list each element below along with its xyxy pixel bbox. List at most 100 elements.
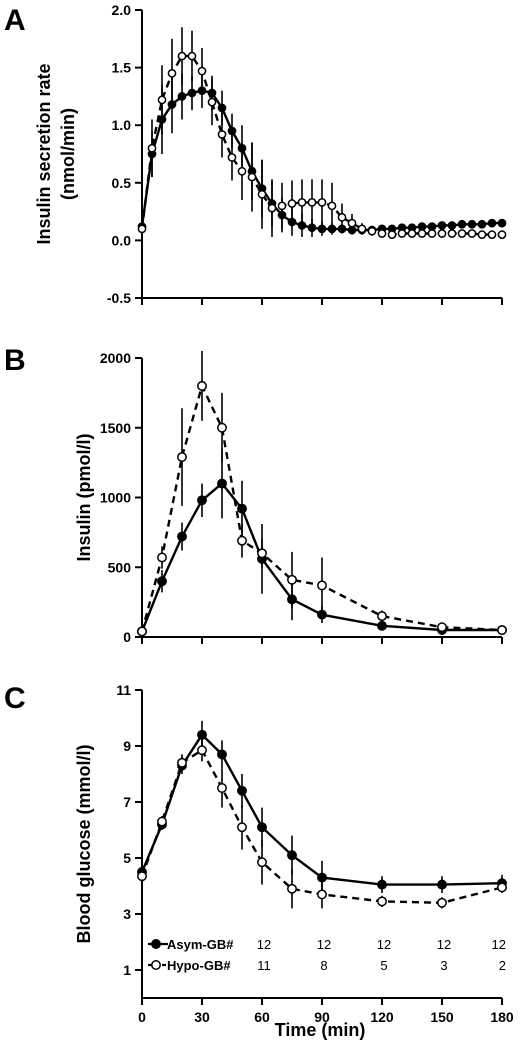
panel-a-asym-point [177, 92, 187, 101]
panel-a-hypo-point [457, 229, 467, 238]
panel-a-asym-point [477, 219, 487, 229]
legend-count: 12 [377, 937, 391, 952]
panel-b-hypo-point [317, 580, 327, 591]
panel-b-letter: B [4, 344, 26, 377]
panel-a-hypo-point [177, 51, 187, 61]
panel-c-hypo-point [237, 822, 247, 833]
x-tick-label: 60 [254, 1009, 270, 1025]
panel-a-hypo-point [197, 66, 207, 76]
panel-c-hypo-line [140, 748, 503, 905]
panel-c-series-hypo [137, 739, 507, 909]
panel-c-hypo-point [437, 897, 447, 908]
panel-c-hypo-point [137, 871, 147, 882]
panel-c-hypo-point [497, 882, 507, 893]
legend-marker [151, 939, 161, 949]
panel-a-hypo-point [247, 172, 257, 182]
panel-b-hypo-point [497, 625, 507, 635]
panel-a-hypo-point [407, 229, 417, 238]
panel-a-hypo-point [257, 189, 267, 199]
panel-a-hypo-point [307, 198, 317, 207]
panel-b-hypo-point [177, 452, 187, 462]
panel-b-y-tick-label: 0 [123, 629, 131, 645]
panel-b-hypo-point [137, 626, 147, 637]
panel-a-hypo-point [417, 229, 427, 238]
panel-a-hypo-point [147, 143, 157, 153]
panel-a-hypo-point [287, 199, 297, 208]
legend-item-asym: Asym-GB# 12 12 12 12 12 [148, 937, 506, 952]
panel-b-hypo-point [377, 611, 387, 622]
panel-a-y-tick-label: -0.5 [107, 290, 131, 306]
panel-c-asym-point [237, 785, 247, 796]
panel-a-hypo-point [337, 213, 347, 222]
panel-b-y-tick-label: 1000 [100, 490, 131, 506]
x-tick-label: 0 [138, 1009, 146, 1025]
panel-c-asym-line [140, 732, 503, 886]
panel-b-hypo-point [437, 622, 447, 633]
x-tick-label: 150 [430, 1009, 454, 1025]
legend-count: 2 [499, 958, 506, 973]
panel-a-y-tick-label: 0.0 [112, 232, 132, 248]
panel-a-asym-point [457, 219, 467, 229]
panel-a-hypo-point [497, 230, 507, 239]
panel-b-asym-point [377, 620, 387, 631]
panel-a-letter: A [4, 4, 26, 37]
legend-count: 11 [257, 958, 271, 973]
x-axis-label: Time (min) [275, 1020, 366, 1040]
panel-c-letter: C [4, 682, 26, 715]
panel-a-series-hypo [137, 27, 507, 239]
panel-a-hypo-point [167, 69, 177, 78]
panel-b-asym-point [197, 495, 207, 506]
legend-label: Asym-GB# [167, 937, 234, 952]
panel-c-asym-point [197, 729, 207, 740]
panel-a-hypo-point [437, 229, 447, 238]
panel-c-y-tick-label: 3 [123, 906, 131, 922]
panel-a-hypo-point [217, 130, 227, 139]
panel-c-hypo-point [377, 896, 387, 907]
panel-b-asym-point [157, 576, 167, 587]
panel-a-asym-point [447, 221, 457, 230]
panel-c-hypo-point [157, 816, 167, 827]
panel-a-hypo-point [427, 229, 437, 238]
panel-a-hypo-point [297, 198, 307, 207]
panel-a-hypo-point [317, 198, 327, 207]
panel-b-asym-line [140, 481, 502, 632]
panel-a-hypo-point [377, 229, 387, 238]
panel-a-asym-point [317, 224, 327, 234]
panel-a-asym-point [187, 88, 197, 98]
legend-marker [151, 960, 161, 970]
panel-b-asym-point [237, 503, 247, 514]
panel-c-hypo-point [217, 783, 227, 793]
panel-c-hypo-point [287, 883, 297, 894]
panel-a-hypo-point [477, 230, 487, 239]
panel-c-y-tick-label: 7 [123, 794, 131, 810]
panel-a-hypo-point [347, 218, 357, 228]
legend-count: 12 [492, 937, 506, 952]
x-tick-label: 180 [490, 1009, 514, 1025]
panel-a-hypo-point [207, 97, 217, 107]
panel-c-y-tick-label: 11 [116, 682, 131, 698]
legend-count: 5 [380, 958, 387, 973]
panel-c-hypo-point [317, 889, 327, 900]
panel-a-hypo-point [157, 95, 167, 105]
panel-b-hypo-point [197, 380, 207, 391]
panel-c-y-tick-label: 1 [123, 962, 131, 978]
panel-c-asym-point [217, 749, 227, 760]
panel-a-asym-point [217, 103, 227, 113]
panel-b-asym-point [217, 478, 227, 489]
panel-c-series-asym [137, 720, 507, 895]
panel-a-hypo-point [137, 224, 147, 234]
panel-b-chart: 0 500 1000 1500 2000 Insulin (pmol/l) [74, 350, 507, 645]
panel-a-hypo-point [387, 230, 397, 239]
panel-b-y-tick-label: 1500 [100, 420, 131, 436]
legend-count: 3 [440, 958, 447, 973]
legend-count: 12 [257, 937, 271, 952]
panel-b-asym-point [177, 531, 187, 542]
panel-a-hypo-point [187, 51, 197, 61]
panel-a-y-tick-label: 1.0 [112, 117, 132, 133]
panel-b-hypo-point [287, 574, 297, 585]
panel-b-hypo-point [257, 548, 267, 559]
panel-a-hypo-point [277, 201, 287, 211]
legend-count: 12 [437, 937, 451, 952]
panel-c-hypo-point [177, 757, 187, 768]
